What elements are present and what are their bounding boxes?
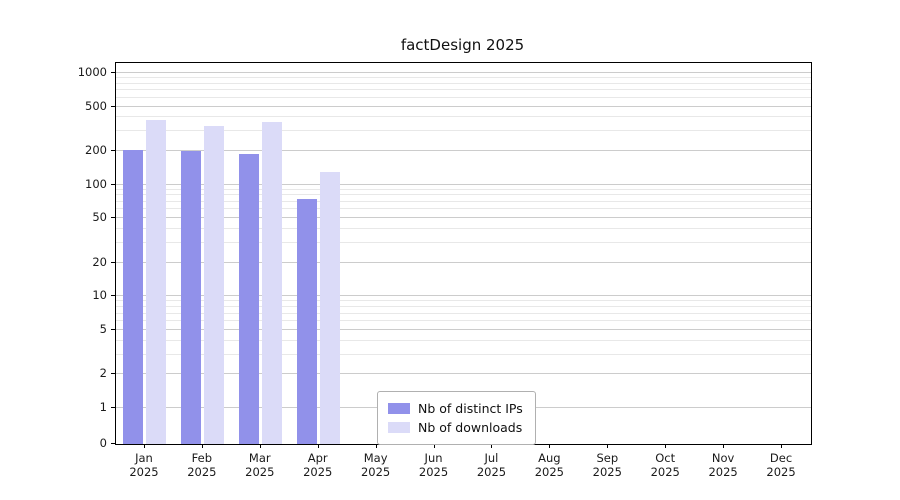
gridline-minor: [116, 96, 811, 98]
gridline-major: [116, 217, 811, 219]
x-tick-mark: [723, 444, 725, 448]
x-tick-mark: [317, 444, 319, 448]
x-tick-label: Sep 2025: [592, 451, 622, 479]
gridline-major: [116, 373, 811, 375]
y-tick-mark: [111, 407, 115, 408]
bar-nb-of-downloads: [204, 125, 225, 444]
gridline-minor: [116, 89, 811, 91]
legend-swatch-downloads: [388, 422, 410, 433]
y-tick-label: 10: [92, 288, 107, 303]
y-tick-mark: [111, 183, 115, 185]
y-tick-label: 500: [85, 98, 107, 113]
gridline-minor: [116, 306, 811, 308]
gridline-minor: [116, 312, 811, 314]
legend-swatch-distinct-ips: [388, 403, 410, 414]
x-tick-label: Jun 2025: [418, 451, 449, 479]
bar-nb-of-distinct-ips: [297, 199, 318, 444]
gridline-minor: [116, 188, 811, 190]
gridline-minor: [116, 200, 811, 202]
y-tick-label: 100: [85, 176, 107, 191]
x-tick-label: Jul 2025: [476, 451, 507, 479]
y-tick-mark: [111, 217, 115, 219]
x-tick-label: Nov 2025: [708, 451, 738, 479]
gridline-minor: [116, 208, 811, 210]
x-tick-mark: [781, 444, 783, 448]
gridline-minor: [116, 320, 811, 322]
legend-item-downloads: Nb of downloads: [388, 418, 523, 437]
x-tick-mark: [143, 444, 145, 448]
x-tick-label: Jan 2025: [129, 451, 159, 479]
gridline-major: [116, 261, 811, 263]
x-tick-mark: [607, 444, 609, 448]
bar-nb-of-downloads: [320, 171, 341, 444]
gridline-minor: [116, 194, 811, 196]
y-tick-label: 20: [92, 254, 107, 269]
gridline-major: [116, 295, 811, 297]
legend-label-distinct-ips: Nb of distinct IPs: [418, 401, 523, 416]
bar-nb-of-distinct-ips: [123, 149, 144, 444]
gridline-major: [116, 183, 811, 185]
bar-nb-of-downloads: [262, 121, 283, 444]
y-tick-mark: [111, 261, 115, 263]
gridline-minor: [116, 242, 811, 244]
gridline-minor: [116, 339, 811, 341]
bar-nb-of-downloads: [146, 119, 167, 444]
x-tick-label: May 2025: [360, 451, 391, 479]
gridline-major: [116, 328, 811, 330]
bar-nb-of-distinct-ips: [181, 151, 202, 444]
y-tick-mark: [111, 295, 115, 297]
gridline-minor: [116, 116, 811, 118]
bar-nb-of-distinct-ips: [239, 153, 260, 444]
y-tick-label: 1: [99, 400, 107, 414]
legend-item-distinct-ips: Nb of distinct IPs: [388, 399, 523, 418]
gridline-minor: [116, 77, 811, 79]
gridline-major: [116, 149, 811, 151]
x-tick-label: Apr 2025: [303, 451, 333, 479]
y-tick-label: 1000: [77, 64, 107, 79]
y-tick-mark: [111, 443, 115, 444]
x-tick-mark: [433, 444, 435, 448]
x-tick-label: Feb 2025: [187, 451, 217, 479]
gridline-minor: [116, 82, 811, 84]
y-tick-mark: [111, 71, 115, 73]
y-tick-label: 0: [99, 436, 107, 450]
gridline-minor: [116, 228, 811, 230]
x-tick-label: Oct 2025: [650, 451, 680, 479]
chart-title: factDesign 2025: [400, 36, 525, 54]
legend-label-downloads: Nb of downloads: [418, 420, 523, 435]
gridline-major: [116, 105, 811, 107]
gridline-minor: [116, 353, 811, 355]
gridline-minor: [116, 300, 811, 302]
gridline-minor: [116, 130, 811, 132]
legend: Nb of distinct IPs Nb of downloads: [377, 391, 536, 445]
y-tick-mark: [111, 373, 115, 375]
x-tick-label: Mar 2025: [245, 451, 275, 479]
y-tick-label: 5: [99, 321, 107, 336]
x-tick-mark: [491, 444, 493, 448]
plot-area: [115, 62, 812, 445]
gridline-major: [116, 71, 811, 73]
x-tick-mark: [201, 444, 203, 448]
x-tick-label: Aug 2025: [534, 451, 564, 479]
x-tick-mark: [375, 444, 377, 448]
y-tick-label: 200: [85, 142, 107, 157]
y-tick-label: 2: [99, 366, 107, 381]
x-tick-mark: [549, 444, 551, 448]
y-tick-mark: [111, 328, 115, 330]
x-tick-mark: [665, 444, 667, 448]
x-tick-label: Dec 2025: [766, 451, 796, 479]
y-tick-mark: [111, 105, 115, 107]
y-tick-mark: [111, 149, 115, 151]
y-tick-label: 50: [92, 210, 107, 225]
x-tick-mark: [259, 444, 261, 448]
